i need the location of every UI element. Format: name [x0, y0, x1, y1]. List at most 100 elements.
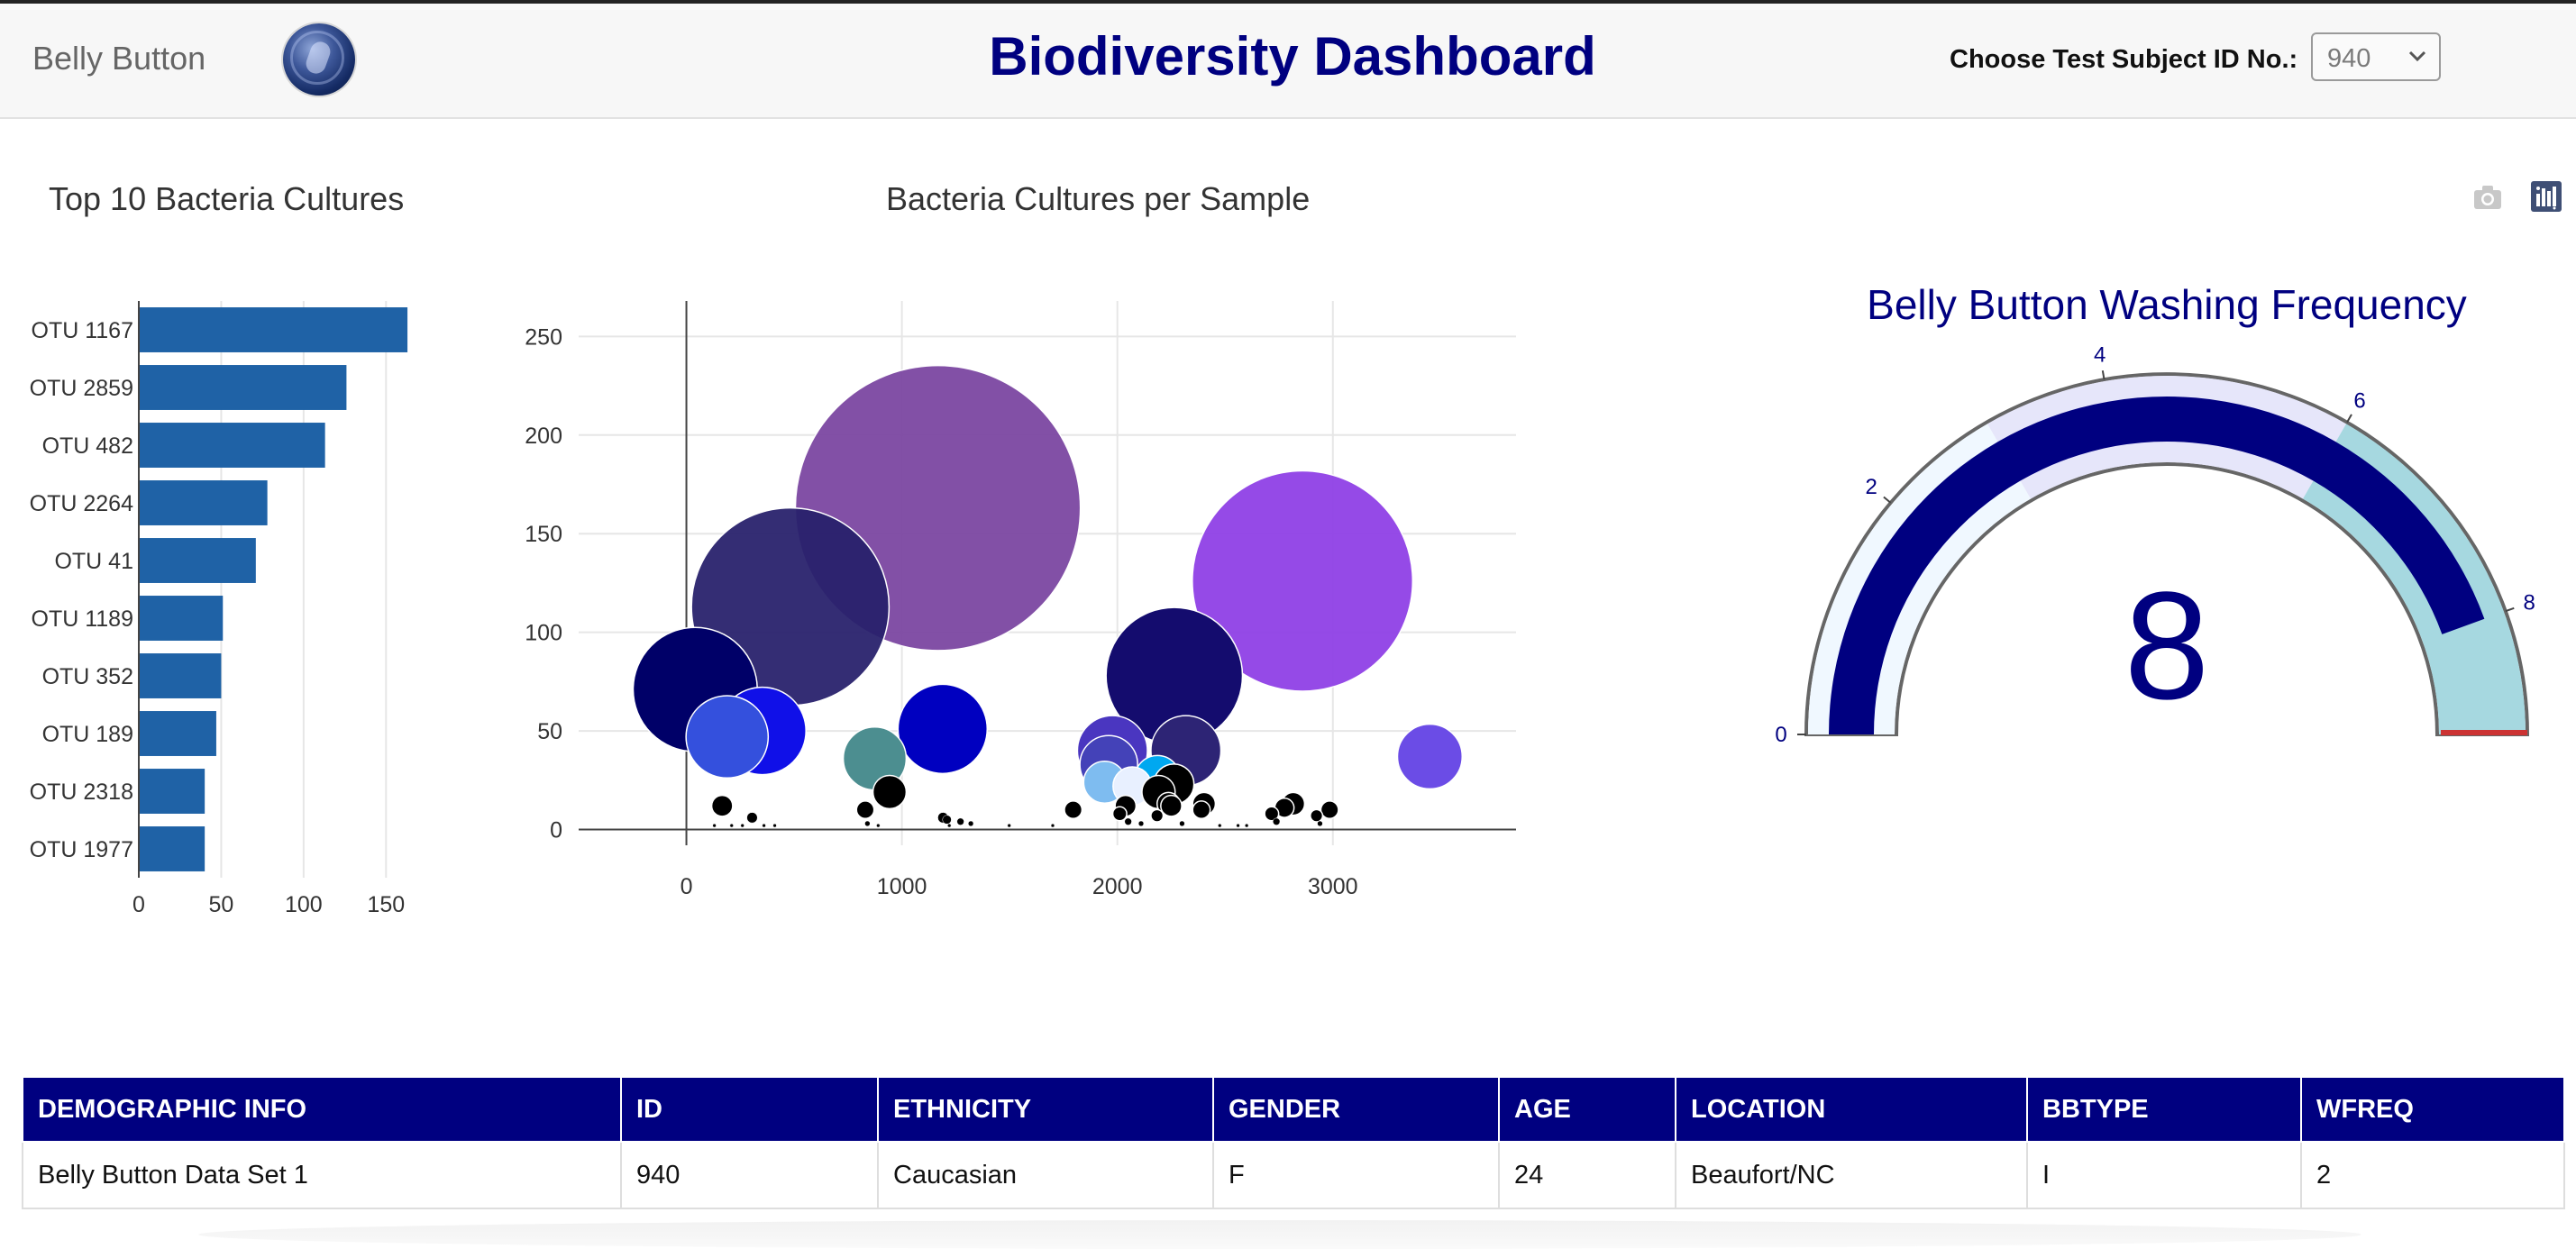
- bar-category-label: OTU 41: [54, 549, 133, 574]
- column-header: ETHNICITY: [877, 1076, 1214, 1143]
- gauge-title: Belly Button Washing Frequency: [1867, 281, 2467, 328]
- bubble-point: [942, 815, 952, 825]
- bubble-y-tick-label: 250: [525, 324, 562, 350]
- column-header: DEMOGRAPHIC INFO: [22, 1076, 622, 1143]
- subject-select-value: 940: [2327, 44, 2371, 73]
- bubble-point: [1320, 800, 1339, 820]
- gauge-value-bar: [1829, 397, 2485, 734]
- bar-x-tick-label: 0: [132, 892, 145, 917]
- demographic-table: DEMOGRAPHIC INFO ID ETHNICITY GENDER AGE…: [22, 1076, 2565, 1209]
- bubble-point: [956, 817, 964, 825]
- column-header: BBTYPE: [2026, 1076, 2302, 1143]
- gauge-tick: [2101, 370, 2106, 380]
- bubble-point: [740, 823, 744, 828]
- bubble-point: [947, 823, 952, 828]
- bubble-point: [729, 823, 734, 828]
- bubble-point: [1264, 806, 1280, 822]
- navbar: Belly Button Biodiversity Dashboard Choo…: [0, 4, 2576, 119]
- gauge-tick-label: 4: [2094, 343, 2106, 368]
- bar: [139, 423, 325, 468]
- bar-x-tick-label: 100: [285, 892, 323, 917]
- bar-category-label: OTU 1167: [32, 318, 133, 343]
- gauge-tick-label: 2: [1865, 475, 1877, 499]
- table-cell: Beaufort/NC: [1675, 1141, 2028, 1209]
- gauge-value-label: 8: [2124, 561, 2210, 732]
- gauge-tick: [1883, 496, 1892, 504]
- bubble-y-tick-label: 0: [550, 817, 562, 843]
- bar: [139, 307, 408, 352]
- chevron-down-icon: [2408, 50, 2426, 62]
- bar-category-label: OTU 482: [42, 433, 133, 459]
- gauge-tick: [2505, 606, 2515, 613]
- bubble-point: [710, 794, 734, 817]
- gauge-tick-label: 6: [2353, 388, 2365, 413]
- bubble-point: [1160, 794, 1183, 817]
- bubble-x-tick-label: 3000: [1308, 874, 1358, 899]
- bubble-point: [772, 823, 777, 828]
- table-header-row: DEMOGRAPHIC INFO ID ETHNICITY GENDER AGE…: [22, 1076, 2565, 1143]
- bubble-point: [1317, 820, 1323, 827]
- bubble-chart: 0 50 100 150 200 250 0 1000 2000 3000: [525, 301, 1516, 899]
- table-cell: Caucasian: [877, 1141, 1214, 1209]
- bubble-point: [1050, 823, 1055, 828]
- bar-category-label: OTU 1189: [32, 606, 133, 632]
- belly-button-logo: [283, 23, 355, 96]
- bubble-point: [1192, 470, 1414, 692]
- column-header: WFREQ: [2300, 1076, 2565, 1143]
- gauge-tick-label: 0: [1775, 723, 1786, 747]
- bar: [139, 826, 206, 871]
- bubble-point: [746, 812, 758, 824]
- brand-link[interactable]: Belly Button: [32, 40, 206, 77]
- bubble-point: [967, 820, 974, 827]
- bubble-point: [855, 800, 875, 820]
- bubble-point: [712, 823, 717, 828]
- bubble-y-tick-label: 100: [525, 621, 562, 646]
- bubble-point: [685, 695, 770, 779]
- bubble-chart-title: Bacteria Cultures per Sample: [886, 180, 1311, 217]
- bar-category-label: OTU 2318: [30, 779, 133, 805]
- table-cell: 940: [620, 1141, 879, 1209]
- column-header: LOCATION: [1675, 1076, 2028, 1143]
- bubble-point: [1179, 820, 1185, 827]
- camera-icon[interactable]: [2471, 182, 2504, 213]
- bubble-point: [1137, 820, 1145, 827]
- gauge-chart: Belly Button Washing Frequency 0 2 4 6 8 8: [1775, 281, 2535, 747]
- bubble-point: [1111, 806, 1128, 822]
- bubble-point: [762, 823, 766, 828]
- bubble-point: [1192, 800, 1211, 820]
- bar: [139, 711, 216, 756]
- top-border: [0, 0, 2576, 4]
- subject-select[interactable]: 940: [2311, 32, 2441, 81]
- page-footer-shadow: [198, 1220, 2361, 1249]
- bar-category-label: OTU 352: [42, 664, 133, 689]
- bar-x-tick-label: 50: [209, 892, 234, 917]
- bubble-point: [876, 823, 881, 828]
- bar-chart: 0 50 100 150 OTU 1167 OTU 2859 OTU 482 OTU 2264…: [30, 301, 408, 917]
- column-header: GENDER: [1212, 1076, 1500, 1143]
- bubble-point: [1064, 800, 1083, 820]
- table-cell: Belly Button Data Set 1: [22, 1141, 622, 1209]
- bar: [139, 653, 222, 698]
- bar-category-label: OTU 2264: [30, 491, 133, 516]
- bar-category-label: OTU 2859: [30, 376, 133, 401]
- gauge-tick: [2346, 414, 2352, 424]
- bar: [139, 596, 224, 641]
- table-cell: I: [2026, 1141, 2302, 1209]
- column-header: ID: [620, 1076, 879, 1143]
- logo-ring: [290, 31, 344, 85]
- bubble-point: [872, 774, 908, 810]
- bubble-point: [1396, 723, 1464, 790]
- bubble-point: [1218, 823, 1222, 828]
- bar: [139, 365, 347, 410]
- bubble-point: [1124, 817, 1132, 825]
- table-cell: 2: [2300, 1141, 2565, 1209]
- subject-select-label: Choose Test Subject ID No.:: [1950, 45, 2298, 74]
- bubble-point: [1310, 808, 1324, 823]
- plotly-logo-icon[interactable]: [2531, 181, 2562, 212]
- bubble-point: [1007, 823, 1011, 828]
- bubble-x-tick-label: 0: [681, 874, 693, 899]
- bar: [139, 538, 256, 583]
- bar: [139, 480, 268, 525]
- bubble-point: [897, 683, 989, 775]
- bar-chart-title: Top 10 Bacteria Cultures: [49, 180, 405, 217]
